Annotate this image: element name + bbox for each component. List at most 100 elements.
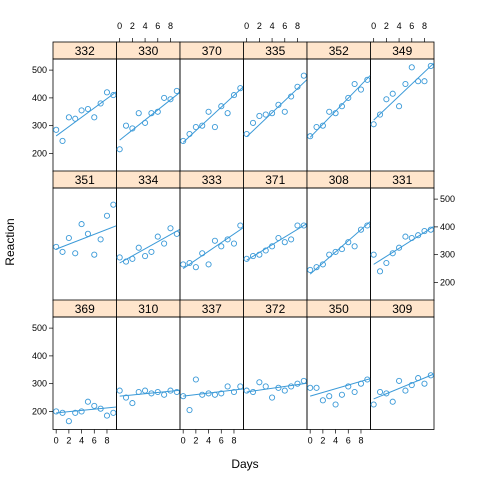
y-tick-label-left-0-500: 500 (32, 65, 47, 75)
point-371-3 (262, 247, 269, 254)
fit-line-334 (119, 228, 180, 264)
point-331-0 (370, 251, 377, 258)
point-370-6 (218, 103, 225, 110)
y-tick-label-left-0-300: 300 (32, 121, 47, 131)
point-335-8 (294, 83, 301, 90)
point-372-9 (300, 377, 307, 384)
plot-frame-352 (306, 58, 371, 172)
point-351-4 (78, 221, 85, 228)
strip-label-332: 332 (75, 44, 95, 58)
point-333-0 (180, 261, 187, 268)
point-330-9 (173, 87, 180, 94)
point-371-0 (243, 255, 250, 262)
fit-line-330 (119, 91, 180, 141)
point-352-7 (351, 80, 358, 88)
point-332-5 (84, 105, 91, 113)
point-309-2 (383, 390, 390, 397)
y-tick-label-left-0-400: 400 (32, 93, 47, 103)
point-309-4 (396, 377, 403, 384)
point-371-8 (294, 222, 301, 229)
point-309-6 (408, 382, 415, 389)
point-309-5 (402, 387, 409, 394)
point-352-8 (357, 86, 365, 93)
point-350-7 (351, 388, 358, 396)
point-308-1 (313, 264, 320, 271)
point-349-9 (427, 62, 434, 69)
panel-371: 371 (243, 170, 308, 301)
point-308-8 (357, 226, 365, 233)
point-370-1 (186, 130, 193, 138)
point-372-5 (275, 384, 282, 391)
point-308-3 (326, 251, 333, 258)
point-369-9 (110, 409, 117, 416)
strip-label-369: 369 (75, 302, 95, 316)
point-351-2 (65, 234, 72, 242)
point-369-7 (97, 405, 104, 412)
panel-309: 309 (370, 299, 435, 430)
point-310-2 (129, 400, 136, 407)
point-332-6 (91, 114, 98, 121)
point-333-4 (205, 261, 212, 268)
x-tick-label-bottom-4-2: 2 (320, 436, 325, 446)
panel-330: 330 (116, 41, 181, 172)
point-370-2 (192, 124, 199, 131)
point-369-6 (91, 402, 98, 409)
plot-frame-350 (306, 316, 371, 430)
point-349-4 (396, 103, 403, 110)
strip-label-351: 351 (75, 173, 95, 187)
point-352-4 (332, 110, 339, 117)
plot-frame-335 (243, 58, 308, 172)
x-tick-label-bottom-4-6: 6 (346, 436, 351, 446)
point-372-2 (256, 379, 263, 386)
point-333-2 (192, 264, 199, 271)
point-337-1 (186, 407, 193, 414)
panel-335: 335 (243, 41, 308, 172)
x-tick-label-top-3-6: 6 (282, 21, 287, 31)
fit-line-310 (119, 389, 180, 397)
x-tick-label-bottom-2-2: 2 (193, 436, 198, 446)
panel-349: 349 (370, 41, 435, 172)
point-309-3 (389, 398, 396, 405)
fit-line-369 (56, 406, 117, 414)
y-tick-label-left-2-500: 500 (32, 323, 47, 333)
panel-334: 334 (116, 170, 181, 301)
x-tick-label-top-1-8: 8 (168, 21, 173, 31)
x-tick-label-bottom-2-6: 6 (219, 436, 224, 446)
point-372-6 (281, 387, 288, 394)
strip-label-372: 372 (265, 302, 285, 316)
point-370-7 (224, 110, 231, 117)
y-tick-label-left-2-300: 300 (32, 379, 47, 389)
point-350-5 (338, 391, 345, 398)
point-337-0 (180, 393, 187, 400)
point-371-4 (269, 243, 276, 250)
point-310-8 (167, 387, 174, 394)
point-349-2 (383, 96, 390, 103)
point-333-7 (224, 236, 231, 243)
strip-label-352: 352 (329, 44, 349, 58)
point-370-8 (230, 92, 238, 99)
x-tick-label-top-1-6: 6 (155, 21, 160, 31)
point-331-3 (389, 250, 396, 257)
point-369-2 (65, 418, 72, 425)
point-351-7 (97, 236, 104, 243)
point-349-6 (408, 64, 415, 71)
point-332-2 (65, 114, 72, 121)
point-308-7 (351, 243, 358, 250)
point-334-0 (116, 254, 123, 261)
point-309-0 (370, 401, 377, 408)
point-337-8 (230, 388, 238, 396)
y-axis-label: Reaction (3, 218, 17, 265)
point-335-5 (275, 101, 282, 108)
point-334-1 (122, 258, 130, 265)
point-371-5 (275, 234, 282, 242)
point-349-7 (415, 78, 422, 85)
plot-frame-331 (370, 187, 435, 301)
point-350-2 (319, 397, 326, 404)
x-tick-label-top-1-0: 0 (117, 21, 122, 31)
x-tick-label-top-5-6: 6 (409, 21, 414, 31)
x-tick-label-top-5-4: 4 (397, 21, 402, 31)
x-tick-label-bottom-0-2: 2 (66, 436, 71, 446)
point-351-0 (53, 243, 60, 250)
panel-308: 308 (306, 170, 371, 301)
